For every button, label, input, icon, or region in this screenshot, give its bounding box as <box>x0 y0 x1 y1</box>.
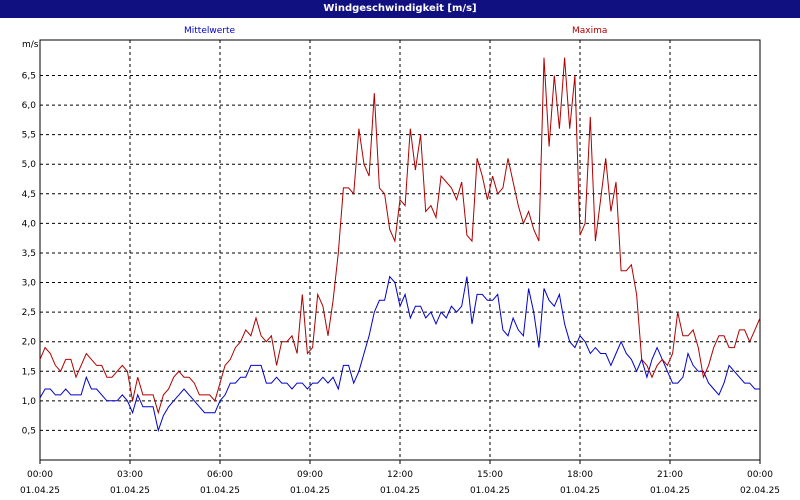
y-tick-label: 0,5 <box>22 426 36 436</box>
y-tick-label: 5,0 <box>22 160 37 170</box>
x-tick-date-label: 01.04.25 <box>380 486 420 496</box>
x-tick-date-label: 01.04.25 <box>560 486 600 496</box>
x-tick-time-label: 12:00 <box>387 470 413 480</box>
y-tick-label: 3,0 <box>22 279 37 289</box>
x-tick-date-label: 02.04.25 <box>740 486 780 496</box>
x-tick-time-label: 00:00 <box>27 470 53 480</box>
x-tick-date-label: 01.04.25 <box>470 486 510 496</box>
legend-mittelwerte: Mittelwerte <box>184 26 236 36</box>
y-tick-label: 1,5 <box>22 367 36 377</box>
x-tick-date-label: 01.04.25 <box>200 486 240 496</box>
y-tick-label: 4,5 <box>22 190 36 200</box>
x-tick-date-label: 01.04.25 <box>290 486 330 496</box>
x-tick-date-label: 01.04.25 <box>650 486 690 496</box>
x-tick-time-label: 18:00 <box>567 470 593 480</box>
series-line-maxima <box>39 57 761 415</box>
x-tick-time-label: 21:00 <box>657 470 683 480</box>
y-tick-label: 2,0 <box>22 338 37 348</box>
x-tick-time-label: 15:00 <box>477 470 503 480</box>
chart-title: Windgeschwindigkeit [m/s] <box>0 0 800 18</box>
y-tick-label: 4,0 <box>22 219 37 229</box>
x-tick-date-label: 01.04.25 <box>20 486 60 496</box>
legend-maxima: Maxima <box>572 26 608 36</box>
series-line-mittelwerte <box>39 275 760 433</box>
x-tick-time-label: 00:00 <box>747 470 773 480</box>
y-tick-label: 2,5 <box>22 308 36 318</box>
y-tick-label: 1,0 <box>22 397 37 407</box>
y-tick-label: 3,5 <box>22 249 36 259</box>
y-axis-unit-label: m/s <box>22 40 39 50</box>
x-tick-time-label: 06:00 <box>207 470 233 480</box>
y-tick-label: 6,0 <box>22 101 37 111</box>
x-tick-time-label: 09:00 <box>297 470 323 480</box>
x-tick-date-label: 01.04.25 <box>110 486 150 496</box>
y-tick-label: 5,5 <box>22 131 36 141</box>
x-tick-time-label: 03:00 <box>117 470 143 480</box>
y-tick-label: 6,5 <box>22 71 36 81</box>
